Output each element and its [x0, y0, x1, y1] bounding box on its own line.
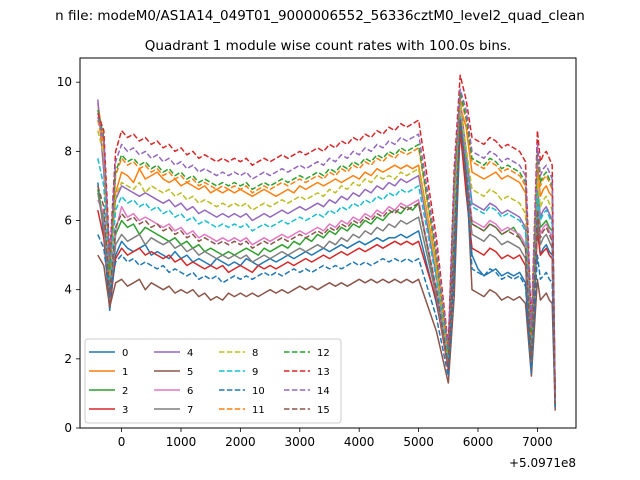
x-tick-label: 6000 [463, 435, 494, 449]
plot-frame [79, 57, 577, 429]
series-line-1 [97, 102, 556, 401]
legend-label-3: 3 [122, 405, 128, 416]
legend-label-2: 2 [122, 386, 128, 397]
series-line-15 [97, 119, 556, 404]
legend-label-11: 11 [252, 405, 265, 416]
series-line-6 [97, 109, 556, 404]
legend-label-13: 13 [317, 367, 330, 378]
x-tick-label: 2000 [225, 435, 256, 449]
series-layer [97, 74, 556, 411]
x-tick-label: 7000 [522, 435, 553, 449]
legend-label-9: 9 [252, 367, 258, 378]
y-tick-label: 10 [57, 75, 72, 89]
legend-label-5: 5 [187, 367, 193, 378]
x-tick-label: 0 [118, 435, 126, 449]
x-tick-label: 1000 [166, 435, 197, 449]
y-tick-label: 8 [64, 144, 72, 158]
series-line-7 [97, 116, 556, 408]
legend-label-1: 1 [122, 367, 128, 378]
legend-label-7: 7 [187, 405, 193, 416]
chart-suptitle: n file: modeM0/AS1A14_049T01_9000006552_… [55, 8, 585, 24]
y-tick-label: 4 [64, 283, 72, 297]
x-offset-label: +5.0971e8 [509, 456, 576, 470]
series-line-9 [97, 116, 556, 404]
series-line-5 [97, 122, 556, 411]
series-line-2 [97, 112, 556, 404]
series-line-0 [97, 105, 556, 404]
legend-label-10: 10 [252, 386, 265, 397]
legend-label-0: 0 [122, 348, 128, 359]
x-tick-label: 5000 [403, 435, 434, 449]
chart-title: Quadrant 1 module wise count rates with … [145, 38, 511, 54]
y-axis: 0 2 4 6 8 10 [57, 75, 80, 435]
legend-box [84, 338, 342, 424]
y-tick-label: 2 [64, 352, 72, 366]
series-line-3 [97, 129, 556, 408]
series-line-12 [97, 91, 556, 401]
series-line-13 [97, 74, 556, 397]
series-line-10 [97, 119, 556, 408]
y-tick-label: 6 [64, 214, 72, 228]
series-line-8 [97, 102, 556, 401]
x-tick-label: 3000 [285, 435, 316, 449]
legend-label-6: 6 [187, 386, 193, 397]
legend-label-14: 14 [317, 386, 330, 397]
y-tick-label: 0 [64, 421, 72, 435]
series-line-4 [97, 98, 556, 404]
legend-label-15: 15 [317, 405, 330, 416]
x-tick-label: 4000 [344, 435, 375, 449]
x-axis: 0 1000 2000 3000 4000 5000 6000 7000 [118, 428, 553, 449]
legend-label-4: 4 [187, 348, 193, 359]
series-line-11 [97, 95, 556, 401]
legend-label-12: 12 [317, 348, 330, 359]
series-line-14 [97, 88, 556, 401]
legend-label-8: 8 [252, 348, 258, 359]
